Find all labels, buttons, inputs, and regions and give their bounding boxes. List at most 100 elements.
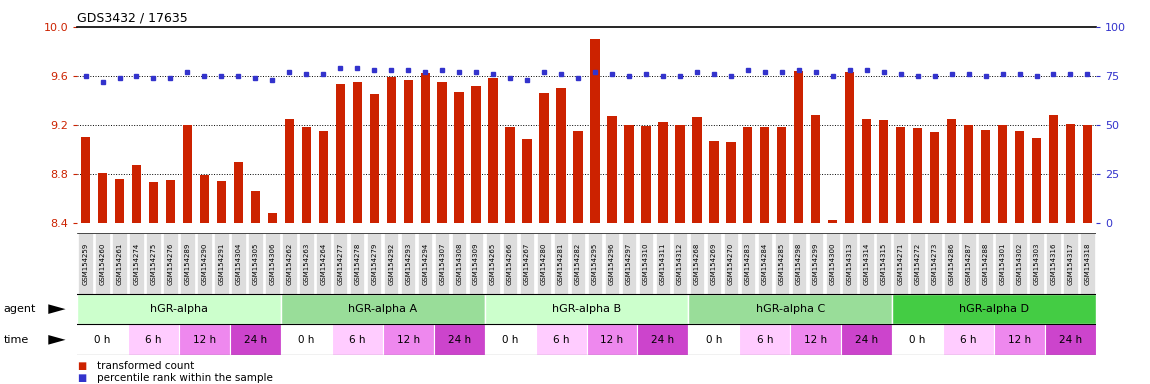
- Text: GSM154317: GSM154317: [1067, 242, 1073, 285]
- Bar: [166, 180, 175, 223]
- Bar: [113, 233, 126, 294]
- Bar: [930, 132, 940, 223]
- Text: 12 h: 12 h: [804, 335, 827, 345]
- Bar: [163, 233, 177, 294]
- Bar: [1064, 233, 1078, 294]
- Text: GSM154279: GSM154279: [371, 242, 377, 285]
- Text: 24 h: 24 h: [244, 335, 267, 345]
- Text: GSM154282: GSM154282: [575, 242, 581, 285]
- Bar: [281, 294, 484, 324]
- Text: GSM154261: GSM154261: [116, 242, 123, 285]
- Text: GSM154315: GSM154315: [881, 242, 887, 285]
- Bar: [1049, 115, 1058, 223]
- Text: GSM154318: GSM154318: [1084, 242, 1090, 285]
- Bar: [1012, 233, 1027, 294]
- Text: GSM154262: GSM154262: [286, 242, 292, 285]
- Bar: [301, 127, 310, 223]
- Bar: [845, 72, 854, 223]
- Text: GSM154292: GSM154292: [389, 242, 394, 285]
- Text: GSM154280: GSM154280: [540, 242, 547, 285]
- Text: GSM154304: GSM154304: [236, 242, 242, 285]
- Bar: [675, 125, 684, 223]
- Bar: [200, 175, 209, 223]
- Bar: [1083, 125, 1092, 223]
- Bar: [710, 141, 719, 223]
- Bar: [790, 324, 841, 355]
- Text: GSM154260: GSM154260: [100, 242, 106, 285]
- Bar: [739, 324, 790, 355]
- Bar: [981, 130, 990, 223]
- Bar: [843, 233, 857, 294]
- Text: GSM154270: GSM154270: [728, 242, 734, 285]
- Bar: [505, 127, 515, 223]
- Bar: [336, 84, 345, 223]
- Bar: [979, 233, 992, 294]
- Text: GSM154297: GSM154297: [626, 242, 632, 285]
- Text: ■: ■: [77, 361, 86, 371]
- Text: GSM154269: GSM154269: [711, 242, 716, 285]
- Bar: [842, 324, 892, 355]
- Bar: [386, 77, 396, 223]
- Bar: [859, 233, 874, 294]
- Bar: [452, 233, 467, 294]
- Bar: [536, 324, 586, 355]
- Bar: [964, 125, 973, 223]
- Bar: [98, 172, 107, 223]
- Text: 6 h: 6 h: [960, 335, 976, 345]
- Text: hGR-alpha A: hGR-alpha A: [348, 304, 417, 314]
- Bar: [404, 79, 413, 223]
- Bar: [421, 73, 430, 223]
- Bar: [723, 233, 738, 294]
- Bar: [331, 324, 383, 355]
- Bar: [81, 137, 90, 223]
- Bar: [777, 127, 787, 223]
- Text: GSM154300: GSM154300: [830, 242, 836, 285]
- Text: GSM154289: GSM154289: [184, 242, 191, 285]
- Text: GSM154307: GSM154307: [439, 242, 445, 285]
- Bar: [896, 127, 905, 223]
- Text: GSM154296: GSM154296: [610, 242, 615, 285]
- Bar: [1080, 233, 1095, 294]
- Bar: [369, 94, 378, 223]
- Bar: [281, 324, 331, 355]
- Bar: [472, 86, 481, 223]
- Text: 12 h: 12 h: [193, 335, 216, 345]
- Bar: [454, 92, 463, 223]
- Bar: [78, 233, 93, 294]
- Bar: [944, 233, 959, 294]
- Bar: [197, 233, 212, 294]
- Bar: [811, 115, 820, 223]
- Text: GSM154267: GSM154267: [524, 242, 530, 285]
- Bar: [656, 233, 670, 294]
- Text: GSM154277: GSM154277: [337, 242, 343, 285]
- Bar: [994, 324, 1045, 355]
- Text: time: time: [3, 335, 29, 345]
- Bar: [554, 233, 568, 294]
- Bar: [268, 213, 277, 223]
- Bar: [557, 88, 566, 223]
- Bar: [539, 93, 549, 223]
- Text: GSM154311: GSM154311: [660, 242, 666, 285]
- Bar: [437, 82, 447, 223]
- Bar: [758, 233, 772, 294]
- Bar: [586, 324, 637, 355]
- Text: GSM154266: GSM154266: [507, 242, 513, 285]
- Text: GSM154294: GSM154294: [422, 242, 428, 285]
- Bar: [828, 220, 837, 223]
- Bar: [115, 179, 124, 223]
- Bar: [367, 233, 382, 294]
- Bar: [570, 233, 585, 294]
- Text: GSM154274: GSM154274: [133, 242, 139, 285]
- Text: 0 h: 0 h: [706, 335, 722, 345]
- Text: 12 h: 12 h: [397, 335, 420, 345]
- Text: hGR-alpha: hGR-alpha: [150, 304, 208, 314]
- Bar: [946, 119, 957, 223]
- Bar: [1014, 131, 1025, 223]
- Bar: [943, 324, 994, 355]
- Bar: [484, 294, 689, 324]
- Bar: [892, 324, 943, 355]
- Text: hGR-alpha B: hGR-alpha B: [552, 304, 621, 314]
- Bar: [77, 324, 128, 355]
- Text: hGR-alpha C: hGR-alpha C: [756, 304, 825, 314]
- Text: GSM154265: GSM154265: [490, 242, 496, 285]
